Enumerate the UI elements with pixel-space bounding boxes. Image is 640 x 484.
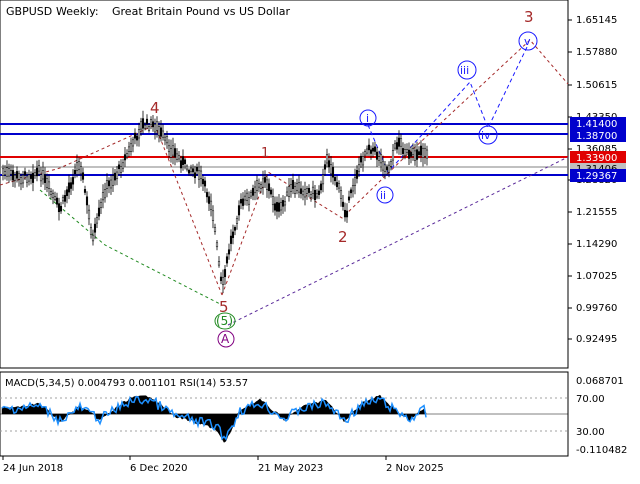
indicator-tick: 70.00 [576, 394, 605, 405]
wave-label-i: i [366, 112, 369, 125]
price-tick: 1.65145 [576, 15, 617, 26]
chart-description: Great Britain Pound vs US Dollar [112, 5, 291, 18]
wave-label-A: A [221, 332, 230, 346]
level-tag-text: 1.38700 [576, 131, 617, 142]
wave-label-iii: iii [460, 64, 469, 77]
indicator-title: MACD(5,34,5) 0.004793 0.001101 RSI(14) 5… [5, 378, 248, 389]
level-tag-text: 1.29367 [576, 171, 617, 182]
rsi-line [1, 395, 427, 441]
wave-line-blue-projection [367, 44, 529, 173]
time-tick: 6 Dec 2020 [130, 463, 188, 474]
price-tick: 1.57880 [576, 47, 617, 58]
wave-label-five-paren: (5) [216, 314, 233, 328]
indicator-tick: 30.00 [576, 427, 605, 438]
wave-label-5: 5 [219, 298, 229, 316]
wave-ii-circle [376, 186, 394, 204]
indicator-axis: 0.068701 70.00 30.00 -0.110482 [576, 376, 627, 456]
wave-v-circle [518, 31, 538, 51]
main-chart-frame [0, 0, 569, 369]
level-tag-1-33900: 1.33900 [570, 151, 626, 164]
indicator-tick: 0.068701 [576, 376, 624, 387]
time-tick: 21 May 2023 [258, 463, 323, 474]
price-tick: 1.21555 [576, 207, 617, 218]
wave-label-ii: ii [380, 189, 386, 202]
time-tick: 2 Nov 2025 [386, 463, 444, 474]
wave-A-circle [217, 330, 235, 348]
wave-i-circle [359, 109, 377, 127]
wave-label-4: 4 [150, 99, 160, 117]
wave-line-4-to-5 [154, 124, 223, 296]
level-tag-text: 1.41400 [576, 119, 617, 130]
level-tag-text: 1.33900 [576, 153, 617, 164]
wave-label-3: 3 [524, 8, 534, 26]
wave-label-2: 2 [338, 228, 348, 246]
wave-line-5-to-3 [221, 39, 569, 296]
price-tick: 1.14290 [576, 239, 617, 250]
wave-line-green [39, 189, 223, 306]
wave-label-1: 1 [261, 146, 269, 161]
level-tag-1-38700: 1.38700 [570, 129, 626, 142]
level-tag-1-29367: 1.29367 [570, 169, 626, 182]
wave-5-circle [214, 312, 236, 330]
wave-iv-circle [478, 125, 498, 145]
price-candles [1, 110, 429, 293]
price-tick: 1.36085 [576, 144, 617, 155]
price-tick: 1.50615 [576, 80, 617, 91]
price-tick: 0.99760 [576, 303, 617, 314]
price-tick: 0.92495 [576, 334, 617, 345]
chart-symbol: GBPUSD [6, 5, 52, 18]
wave-iii-circle [457, 60, 477, 80]
chart-timeframe: Weekly: [56, 5, 99, 18]
indicator-tick: -0.110482 [576, 445, 627, 456]
time-tick: 24 Jun 2018 [3, 463, 63, 474]
time-axis: 24 Jun 2018 6 Dec 2020 21 May 2023 2 Nov… [2, 456, 444, 474]
wave-label-iv: iv [481, 129, 491, 142]
level-tag-1-41400: 1.41400 [570, 117, 626, 130]
price-tick: 1.07025 [576, 271, 617, 282]
wave-label-v: v [524, 35, 531, 48]
